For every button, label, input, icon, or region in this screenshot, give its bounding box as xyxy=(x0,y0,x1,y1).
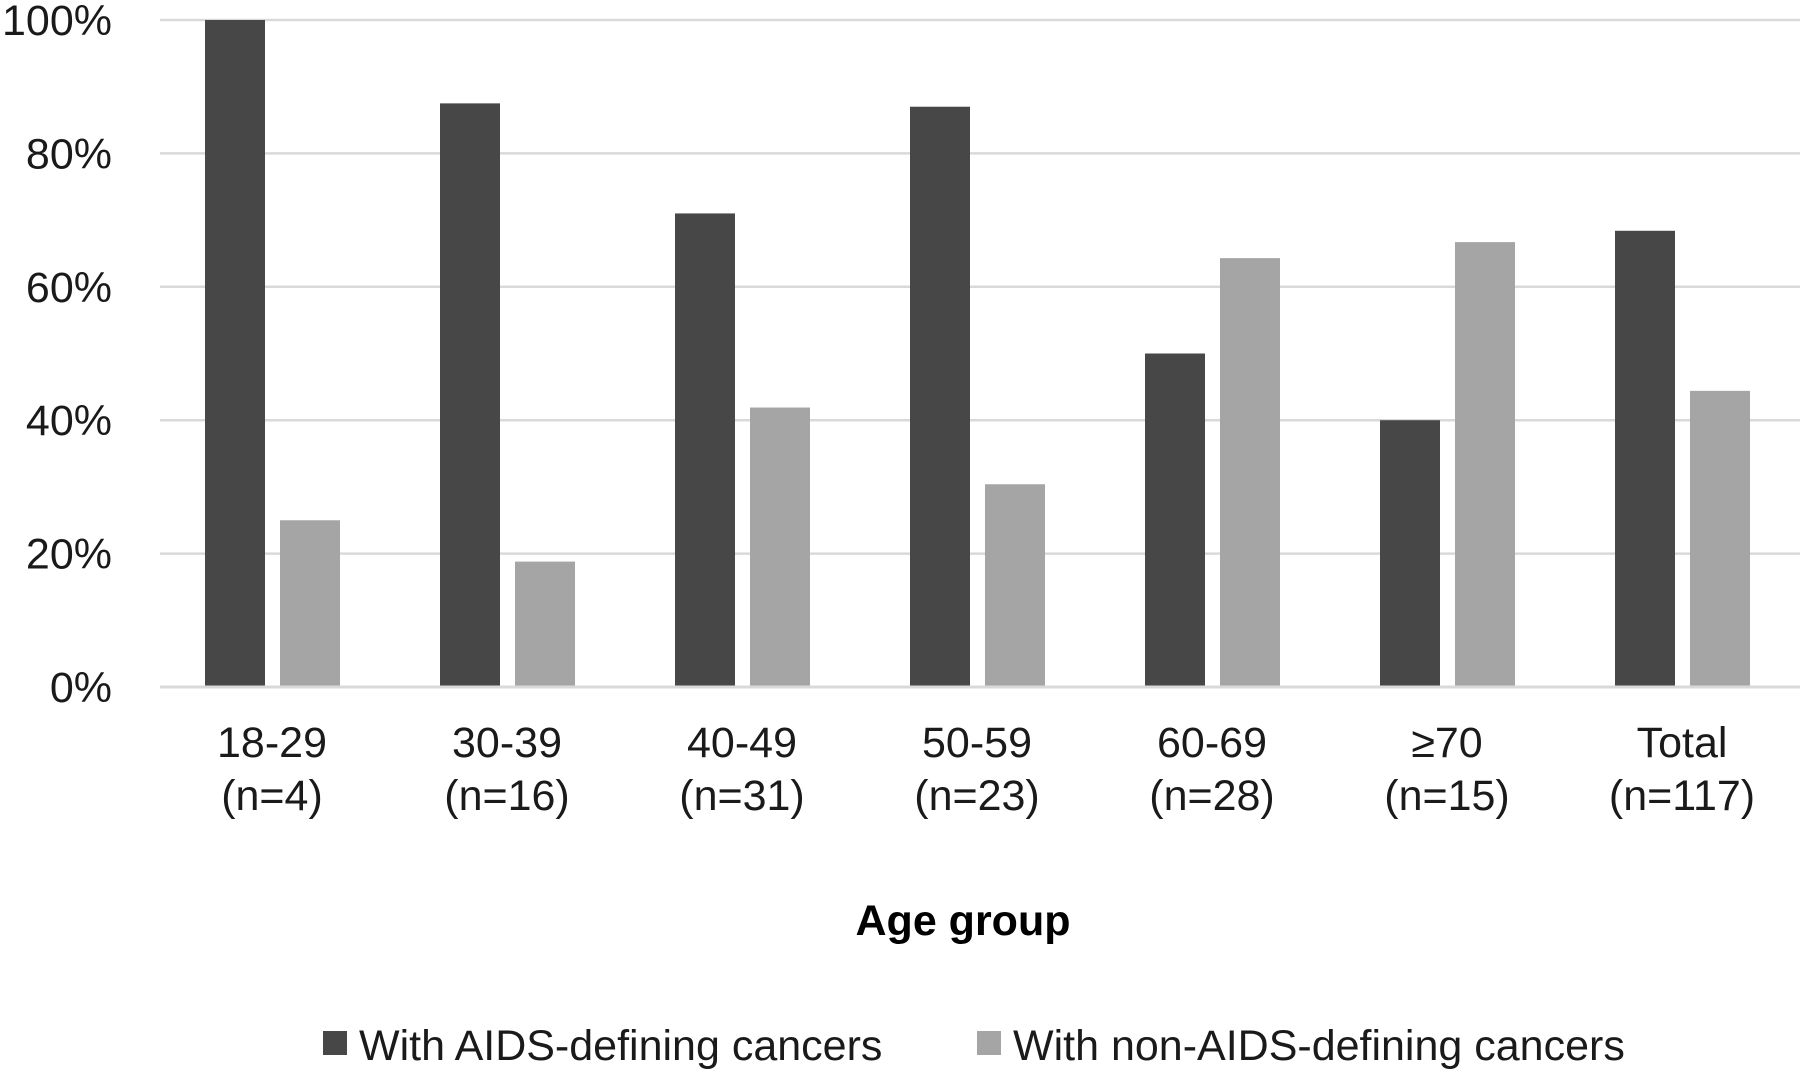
legend-swatch xyxy=(323,1031,347,1055)
x-category-label: ≥70 xyxy=(1411,719,1482,767)
x-category-label: (n=117) xyxy=(1609,772,1755,820)
bar-series-2 xyxy=(1220,258,1280,687)
gridlines xyxy=(160,18,1800,555)
bar-series-2 xyxy=(750,407,810,687)
bar-series-2 xyxy=(1690,390,1750,687)
x-category-label: (n=28) xyxy=(1149,772,1275,820)
bar-series-1 xyxy=(1380,420,1440,687)
x-category-label: 40-49 xyxy=(687,719,797,767)
y-axis-tick-labels: 0% 20% 40% 60% 80% 100% xyxy=(2,0,112,712)
x-category-label: (n=23) xyxy=(914,772,1040,820)
x-category-label: 30-39 xyxy=(452,719,562,767)
bars xyxy=(205,20,1750,687)
x-category-label: (n=16) xyxy=(444,772,570,820)
x-category-label: (n=4) xyxy=(221,772,323,820)
x-category-label: (n=15) xyxy=(1384,772,1510,820)
bar-series-1 xyxy=(1145,353,1205,687)
x-axis-category-labels: 18-29 (n=4) 30-39 (n=16) 40-49 (n=31) 50-59 (n=… xyxy=(217,719,1755,820)
bar-series-2 xyxy=(1455,242,1515,687)
bar-series-2 xyxy=(515,561,575,687)
bar-series-1 xyxy=(1615,230,1675,687)
x-category-label: 50-59 xyxy=(922,719,1032,767)
x-axis-title: Age group xyxy=(856,897,1071,945)
legend: With AIDS-defining cancers With non-AIDS-… xyxy=(323,1022,1625,1070)
legend-swatch xyxy=(977,1031,1001,1055)
bar-series-1 xyxy=(440,103,500,687)
legend-label: With non-AIDS-defining cancers xyxy=(1013,1022,1625,1070)
y-tick-label: 40% xyxy=(26,397,112,445)
x-category-label: 18-29 xyxy=(217,719,327,767)
y-tick-label: 60% xyxy=(26,264,112,312)
x-category-label: (n=31) xyxy=(679,772,805,820)
x-category-label: 60-69 xyxy=(1157,719,1267,767)
bar-series-2 xyxy=(985,484,1045,687)
bar-series-2 xyxy=(280,520,340,687)
bar-series-1 xyxy=(910,106,970,687)
legend-label: With AIDS-defining cancers xyxy=(359,1022,882,1070)
y-tick-label: 80% xyxy=(26,130,112,178)
x-category-label: Total xyxy=(1637,719,1728,767)
y-tick-label: 0% xyxy=(50,664,112,712)
bar-series-1 xyxy=(205,20,265,687)
bar-series-1 xyxy=(675,213,735,687)
y-tick-label: 20% xyxy=(26,531,112,579)
y-tick-label: 100% xyxy=(2,0,112,45)
